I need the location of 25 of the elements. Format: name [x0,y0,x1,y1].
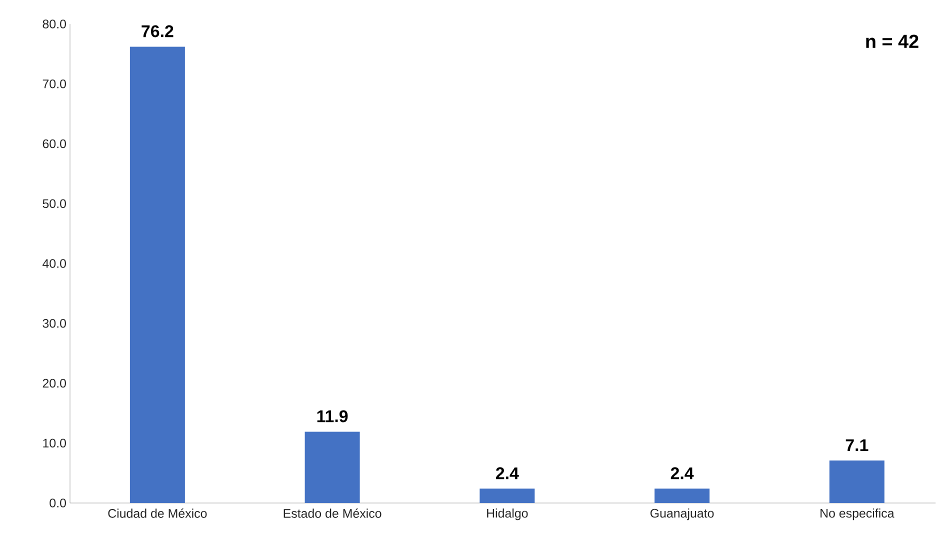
bar [304,432,360,503]
y-tick-label: 40.0 [42,259,66,268]
y-tick-label: 30.0 [42,318,66,328]
x-tick-label: No especifica [820,508,894,520]
bar [130,46,185,503]
y-tick-label: 80.0 [42,20,66,28]
data-label: 76.2 [142,25,174,38]
y-tick-label: 0.0 [50,498,66,508]
y-tick-label: 60.0 [42,139,66,148]
x-tick-label: Estado de México [284,508,382,518]
y-tick-label: 20.0 [42,378,66,388]
data-label: 7.1 [846,439,868,451]
x-tick-label: Guanajuato [650,508,714,520]
x-tick-label: Ciudad de México [108,508,207,518]
data-label: 11.9 [317,410,348,422]
bar [654,488,710,503]
annotation: n = 42 [866,34,918,48]
y-tick-label: 70.0 [42,79,66,88]
y-tick-label: 50.0 [42,199,66,208]
data-label: 2.4 [496,467,519,480]
data-label: 2.4 [670,467,694,480]
x-tick-label: Hidalgo [487,508,528,520]
bar [480,488,535,503]
bar [829,460,884,503]
y-tick-label: 10.0 [43,438,66,448]
